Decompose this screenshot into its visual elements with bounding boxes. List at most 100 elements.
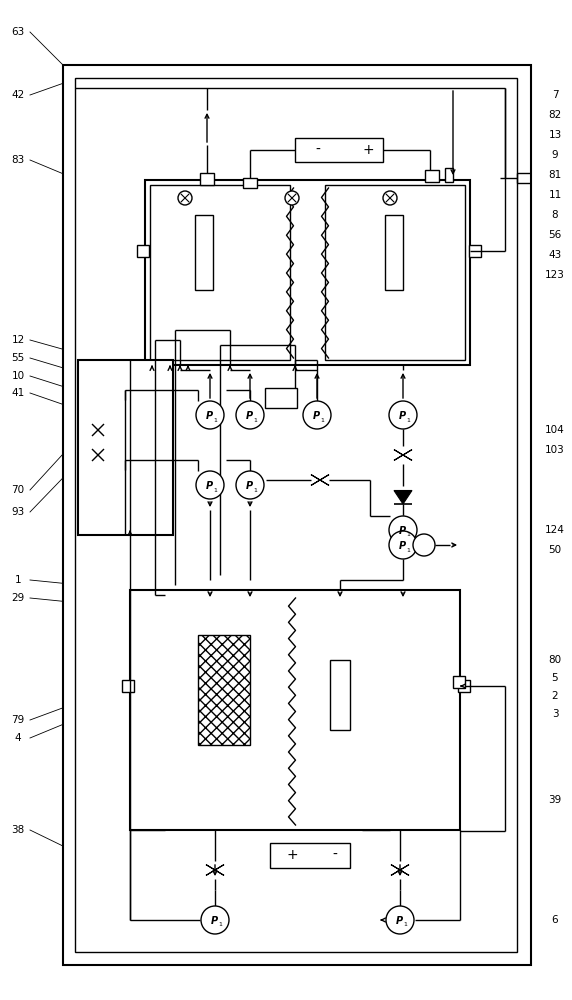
Text: 56: 56 [549, 230, 562, 240]
Text: 9: 9 [551, 150, 558, 160]
Bar [195, 215, 213, 290]
Text: 6: 6 [551, 915, 558, 925]
Text: +: + [362, 143, 374, 157]
Text: -: - [316, 143, 320, 157]
Text: 104: 104 [545, 425, 565, 435]
Polygon shape [391, 865, 409, 875]
Text: 43: 43 [549, 250, 562, 260]
Bar [265, 388, 297, 408]
Polygon shape [311, 475, 329, 485]
Text: 103: 103 [545, 445, 565, 455]
Text: 12: 12 [11, 335, 25, 345]
Text: +: + [286, 848, 298, 862]
Circle shape [196, 471, 224, 499]
Text: 39: 39 [549, 795, 562, 805]
Text: 83: 83 [11, 155, 25, 165]
Bar [425, 170, 439, 182]
Text: 124: 124 [545, 525, 565, 535]
Bar [458, 680, 470, 692]
Text: 80: 80 [549, 655, 562, 665]
Circle shape [389, 401, 417, 429]
Bar [137, 245, 149, 257]
Text: 123: 123 [545, 270, 565, 280]
Circle shape [386, 906, 414, 934]
Text: 1: 1 [213, 488, 217, 492]
Bar [122, 680, 134, 692]
Text: 1: 1 [320, 418, 324, 422]
Bar [78, 360, 173, 535]
Bar [295, 138, 383, 162]
Text: P: P [205, 411, 213, 421]
Text: 41: 41 [11, 388, 25, 398]
Polygon shape [391, 865, 409, 875]
Text: 5: 5 [551, 673, 558, 683]
Text: 7: 7 [551, 90, 558, 100]
Polygon shape [311, 475, 329, 485]
Text: P: P [395, 916, 403, 926]
Polygon shape [206, 865, 224, 875]
Text: 1: 1 [406, 418, 410, 422]
Text: P: P [245, 481, 253, 491]
Bar [243, 178, 257, 188]
Circle shape [413, 534, 435, 556]
Bar [453, 676, 465, 688]
Text: 8: 8 [551, 210, 558, 220]
Text: 1: 1 [403, 922, 407, 928]
Circle shape [285, 191, 299, 205]
Text: 63: 63 [11, 27, 25, 37]
Text: 1: 1 [253, 418, 257, 422]
Text: 93: 93 [11, 507, 25, 517]
Bar [150, 185, 290, 360]
Text: 10: 10 [11, 371, 25, 381]
Text: 70: 70 [11, 485, 25, 495]
Text: 4: 4 [15, 733, 21, 743]
Text: P: P [312, 411, 320, 421]
Text: 50: 50 [549, 545, 562, 555]
Text: 1: 1 [213, 418, 217, 422]
Text: 13: 13 [549, 130, 562, 140]
Text: 1: 1 [218, 922, 222, 928]
Text: 1: 1 [406, 548, 410, 552]
Text: P: P [399, 411, 406, 421]
Polygon shape [394, 490, 412, 504]
Text: 11: 11 [549, 190, 562, 200]
Bar [325, 185, 465, 360]
Polygon shape [206, 865, 224, 875]
Text: 1: 1 [15, 575, 21, 585]
Bar [75, 78, 517, 952]
Text: 1: 1 [406, 532, 410, 538]
Bar [145, 180, 470, 365]
Text: -: - [332, 848, 337, 862]
Circle shape [389, 516, 417, 544]
Bar [445, 168, 453, 182]
Text: P: P [245, 411, 253, 421]
Text: 82: 82 [549, 110, 562, 120]
Text: 29: 29 [11, 593, 25, 603]
Circle shape [303, 401, 331, 429]
Text: P: P [205, 481, 213, 491]
Bar [469, 245, 481, 257]
Circle shape [389, 531, 417, 559]
Circle shape [201, 906, 229, 934]
Text: 1: 1 [253, 488, 257, 492]
Text: 38: 38 [11, 825, 25, 835]
Circle shape [236, 401, 264, 429]
Polygon shape [394, 450, 412, 460]
Bar [270, 843, 350, 868]
Text: 3: 3 [551, 709, 558, 719]
Bar [200, 173, 214, 185]
Circle shape [383, 191, 397, 205]
Polygon shape [394, 450, 412, 460]
Circle shape [236, 471, 264, 499]
Text: P: P [399, 526, 406, 536]
Text: 81: 81 [549, 170, 562, 180]
Text: 55: 55 [11, 353, 25, 363]
Circle shape [178, 191, 192, 205]
Text: P: P [210, 916, 217, 926]
Circle shape [196, 401, 224, 429]
Bar [330, 660, 350, 730]
Bar [63, 65, 531, 965]
Text: 42: 42 [11, 90, 25, 100]
Bar [198, 635, 250, 745]
Bar [385, 215, 403, 290]
